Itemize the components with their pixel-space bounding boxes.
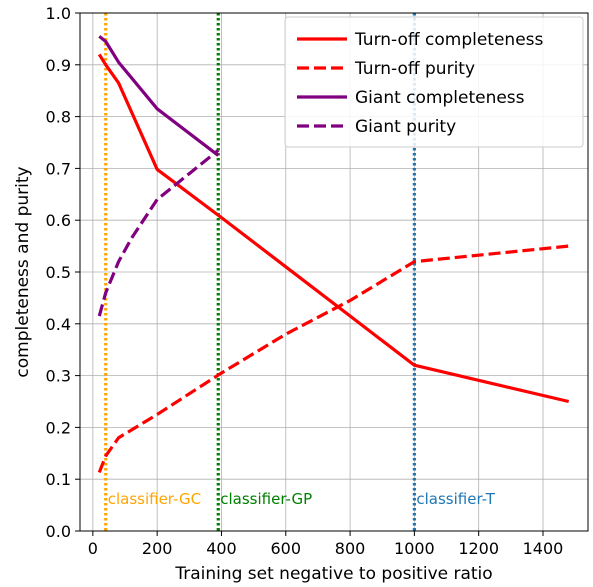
y-tick-label: 0.5	[46, 263, 71, 282]
legend-box	[284, 16, 584, 148]
y-tick-label: 0.2	[46, 418, 71, 437]
series-lines	[97, 35, 570, 474]
x-tick-label: 400	[206, 539, 237, 558]
x-tick-label: 1400	[523, 539, 564, 558]
y-tick-label: 1.0	[46, 4, 71, 23]
x-tick-label: 600	[270, 539, 301, 558]
legend: Turn-off completeness Turn-off purity Gian…	[284, 16, 584, 148]
y-tick-label: 0.4	[46, 315, 71, 334]
y-tick-label: 0.7	[46, 159, 71, 178]
y-tick-label: 0.9	[46, 56, 71, 75]
series-line	[97, 244, 569, 474]
legend-label: Giant purity	[355, 117, 456, 137]
x-tick-label: 0	[88, 539, 98, 558]
x-axis-ticks: 0 200 400 600 800 1000 1200 1400	[88, 531, 564, 558]
classifier-label: classifier-T	[416, 490, 495, 508]
y-tick-label: 0.6	[46, 211, 71, 230]
classifier-label: classifier-GP	[220, 490, 312, 508]
legend-label: Turn-off completeness	[354, 30, 544, 50]
y-tick-label: 0.8	[46, 108, 71, 127]
series-line	[98, 35, 220, 157]
legend-label: Giant completeness	[355, 88, 525, 108]
x-axis-label: Training set negative to positive ratio	[174, 564, 492, 584]
x-tick-label: 1000	[394, 539, 435, 558]
y-tick-label: 0.0	[46, 522, 71, 541]
x-tick-label: 1200	[458, 539, 499, 558]
legend-label: Turn-off purity	[354, 59, 475, 79]
classifier-label: classifier-GC	[108, 490, 201, 508]
series-line	[97, 53, 570, 404]
y-tick-label: 0.1	[46, 470, 71, 489]
y-axis-ticks: 0.0 0.1 0.2 0.3 0.4 0.5 0.6 0.7 0.8 0.9 1.0	[46, 4, 80, 541]
y-axis-label: completeness and purity	[13, 166, 33, 377]
series-line	[97, 149, 220, 317]
x-tick-label: 200	[142, 539, 173, 558]
y-tick-label: 0.3	[46, 367, 71, 386]
x-tick-label: 800	[335, 539, 366, 558]
